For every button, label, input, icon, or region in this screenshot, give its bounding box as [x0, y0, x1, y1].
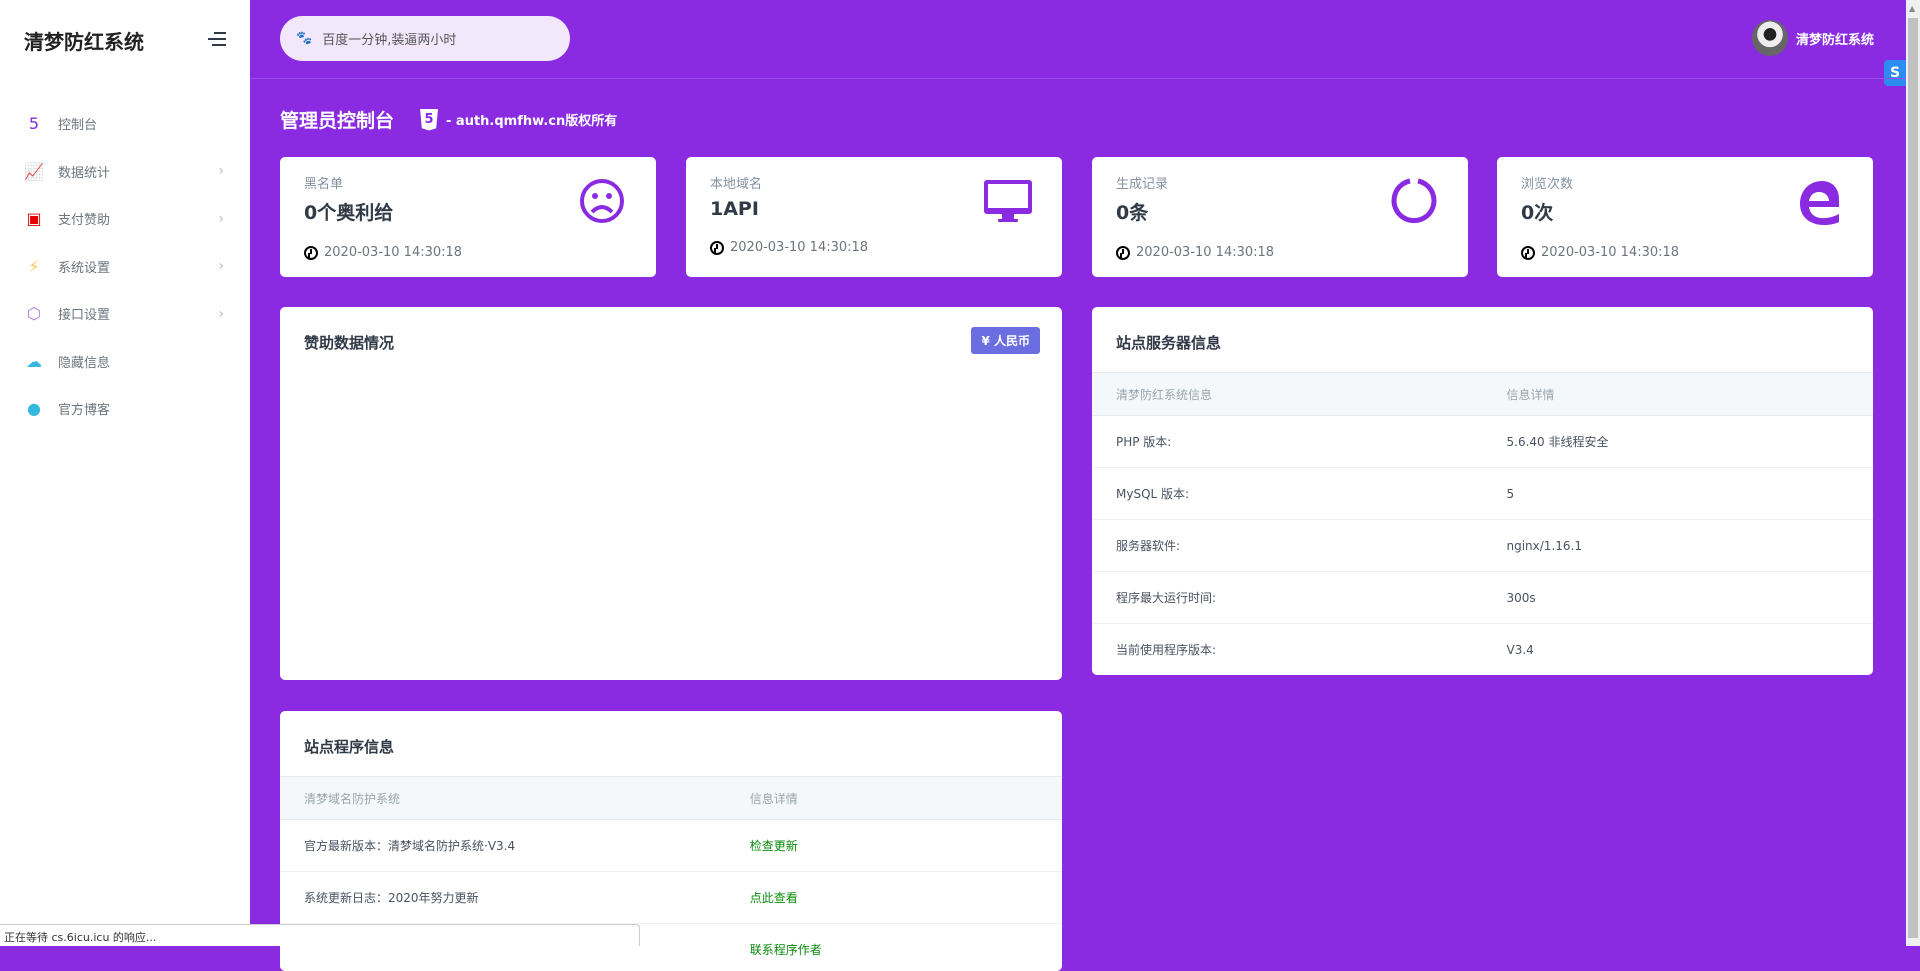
row-link[interactable]: 联系程序作者: [726, 924, 1062, 971]
page-title: 管理员控制台: [280, 106, 394, 133]
panel-title: 站点程序信息: [304, 736, 394, 757]
sidebar-item-label: 控制台: [58, 114, 97, 133]
stat-time: 2020-03-10 14:30:18: [1136, 245, 1274, 260]
github-icon: ●: [24, 399, 44, 419]
sidebar-item-5[interactable]: ☁ 隐藏信息: [0, 338, 250, 386]
sidebar-item-6[interactable]: ● 官方博客: [0, 385, 250, 433]
bolt-icon: ⚡: [24, 256, 44, 276]
sidebar-nav: 5 控制台 📈 数据统计 › ▣ 支付赞助 › ⚡ 系统设置 › ⬡ 接口设置 › ☁ 隐藏信息 ● 官方博客: [0, 100, 250, 433]
chart-line-icon: 📈: [24, 161, 44, 181]
table-row: 当前使用程序版本:V3.4: [1092, 624, 1873, 676]
chevron-right-icon: ›: [218, 211, 224, 227]
row-value: 5: [1483, 468, 1874, 520]
row-value: 300s: [1483, 572, 1874, 624]
sidebar: 清梦防红系统 5 控制台 📈 数据统计 › ▣ 支付赞助 › ⚡ 系统设置 › ⬡ 接口设置 › ☁ 隐藏信息…: [0, 0, 250, 946]
table-row: MySQL 版本:5: [1092, 468, 1873, 520]
search-input[interactable]: 🐾 百度一分钟,装逼两小时: [280, 16, 570, 61]
row-link[interactable]: 点此查看: [726, 872, 1062, 924]
chevron-right-icon: ›: [218, 306, 224, 322]
row-value: nginx/1.16.1: [1483, 520, 1874, 572]
edge-icon: [1793, 175, 1845, 227]
page-header: 管理员控制台 5 - auth.qmfhw.cn版权所有: [280, 106, 617, 133]
currency-button[interactable]: ¥ 人民币: [971, 327, 1040, 354]
power-ring-icon: [1388, 175, 1440, 227]
sidebar-item-0[interactable]: 5 控制台: [0, 100, 250, 148]
sidebar-item-label: 数据统计: [58, 162, 110, 181]
sidebar-item-3[interactable]: ⚡ 系统设置 ›: [0, 243, 250, 291]
money-icon: ▣: [24, 209, 44, 229]
row-value: 5.6.40 非线程安全: [1483, 416, 1874, 468]
row-label: 程序最大运行时间:: [1092, 572, 1483, 624]
stat-time: 2020-03-10 14:30:18: [1541, 245, 1679, 260]
row-label: 官方最新版本：清梦域名防护系统·V3.4: [280, 820, 726, 872]
sidebar-item-4[interactable]: ⬡ 接口设置 ›: [0, 290, 250, 338]
header-divider: [250, 78, 1906, 79]
chevron-right-icon: ›: [218, 163, 224, 179]
sidebar-item-1[interactable]: 📈 数据统计 ›: [0, 148, 250, 196]
table-row: 系统更新日志：2020年努力更新点此查看: [280, 872, 1062, 924]
html5-icon: 5: [24, 114, 44, 134]
copyright-text: - auth.qmfhw.cn版权所有: [446, 110, 617, 129]
panel-title: 站点服务器信息: [1116, 332, 1221, 353]
cloud-icon: ☁: [24, 351, 44, 371]
table-row: 程序最大运行时间:300s: [1092, 572, 1873, 624]
column-header: 清梦域名防护系统: [280, 777, 726, 820]
sidebar-item-label: 支付赞助: [58, 209, 110, 228]
clock-icon: [304, 246, 318, 260]
chevron-right-icon: ›: [218, 258, 224, 274]
menu-toggle-icon[interactable]: [206, 32, 226, 50]
clock-icon: [710, 241, 724, 255]
table-row: 服务器软件:nginx/1.16.1: [1092, 520, 1873, 572]
row-label: PHP 版本:: [1092, 416, 1483, 468]
user-menu[interactable]: 清梦防红系统: [1752, 20, 1874, 56]
clock-icon: [1521, 246, 1535, 260]
row-value: V3.4: [1483, 624, 1874, 676]
server-info-panel: 站点服务器信息 清梦防红系统信息信息详情 PHP 版本:5.6.40 非线程安全…: [1092, 307, 1873, 675]
stat-time: 2020-03-10 14:30:18: [324, 245, 462, 260]
row-label: MySQL 版本:: [1092, 468, 1483, 520]
scrollbar-thumb[interactable]: [1908, 18, 1918, 938]
paw-icon: 🐾: [296, 31, 312, 46]
stat-time: 2020-03-10 14:30:18: [730, 240, 868, 255]
scrollbar[interactable]: ▲: [1906, 0, 1920, 946]
sad-face-icon: [576, 175, 628, 227]
search-placeholder: 百度一分钟,装逼两小时: [322, 29, 456, 48]
sidebar-item-label: 官方博客: [58, 399, 110, 418]
row-label: 服务器软件:: [1092, 520, 1483, 572]
row-link[interactable]: 检查更新: [726, 820, 1062, 872]
side-tool-icon[interactable]: S: [1884, 60, 1906, 86]
sidebar-item-label: 隐藏信息: [58, 352, 110, 371]
panel-title: 赞助数据情况: [304, 332, 394, 353]
avatar: [1752, 20, 1788, 56]
row-label: 当前使用程序版本:: [1092, 624, 1483, 676]
monitor-icon: [982, 175, 1034, 227]
user-name: 清梦防红系统: [1796, 29, 1874, 48]
sponsor-panel: 赞助数据情况 ¥ 人民币: [280, 307, 1062, 680]
sidebar-item-label: 系统设置: [58, 257, 110, 276]
column-header: 清梦防红系统信息: [1092, 373, 1483, 416]
clock-icon: [1116, 246, 1130, 260]
browser-status-bar: 正在等待 cs.6icu.icu 的响应...: [0, 924, 640, 946]
scroll-up-icon[interactable]: ▲: [1909, 4, 1915, 13]
column-header: 信息详情: [1483, 373, 1874, 416]
sidebar-item-label: 接口设置: [58, 304, 110, 323]
column-header: 信息详情: [726, 777, 1062, 820]
html5-icon: 5: [420, 109, 438, 131]
sidebar-item-2[interactable]: ▣ 支付赞助 ›: [0, 195, 250, 243]
hexagon-icon: ⬡: [24, 304, 44, 324]
row-label: 系统更新日志：2020年努力更新: [280, 872, 726, 924]
brand-logo: 清梦防红系统: [24, 26, 144, 55]
table-row: PHP 版本:5.6.40 非线程安全: [1092, 416, 1873, 468]
